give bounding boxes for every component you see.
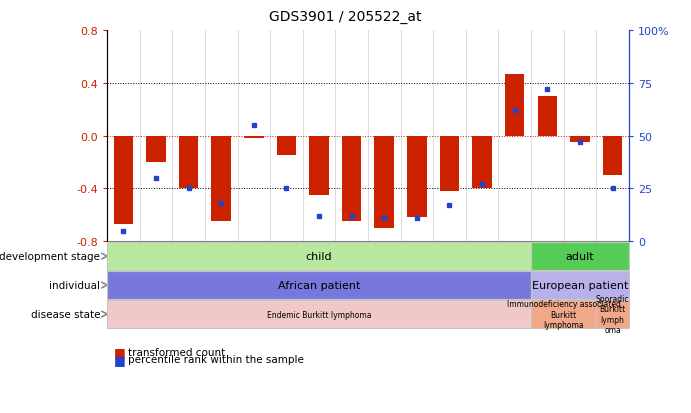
Bar [473, 136, 492, 189]
Bar [310, 136, 329, 195]
Bar [244, 136, 264, 139]
Bar [146, 136, 166, 163]
Text: GDS3901 / 205522_at: GDS3901 / 205522_at [269, 10, 422, 24]
Bar [342, 136, 361, 222]
Text: development stage: development stage [0, 252, 100, 261]
Bar [211, 136, 231, 222]
Text: adult: adult [566, 252, 594, 261]
Bar [407, 136, 426, 218]
Bar [538, 97, 557, 136]
Text: ■: ■ [114, 345, 126, 358]
Bar [603, 136, 623, 176]
Text: Sporadic
Burkitt
lymph
oma: Sporadic Burkitt lymph oma [596, 294, 630, 335]
Text: ■: ■ [114, 353, 126, 366]
Bar [439, 136, 460, 192]
Text: Endemic Burkitt lymphoma: Endemic Burkitt lymphoma [267, 310, 371, 319]
Text: individual: individual [49, 280, 100, 290]
Bar [276, 136, 296, 156]
Bar [375, 136, 394, 228]
Text: disease state: disease state [30, 309, 100, 319]
Text: European patient: European patient [531, 280, 628, 290]
Text: Immunodeficiency associated
Burkitt
lymphoma: Immunodeficiency associated Burkitt lymp… [507, 299, 621, 329]
Text: transformed count: transformed count [128, 347, 225, 357]
Text: child: child [305, 252, 332, 261]
Bar [505, 74, 524, 136]
Bar [179, 136, 198, 189]
Text: African patient: African patient [278, 280, 360, 290]
Bar [113, 136, 133, 225]
Text: percentile rank within the sample: percentile rank within the sample [128, 354, 304, 364]
Bar [570, 136, 589, 143]
